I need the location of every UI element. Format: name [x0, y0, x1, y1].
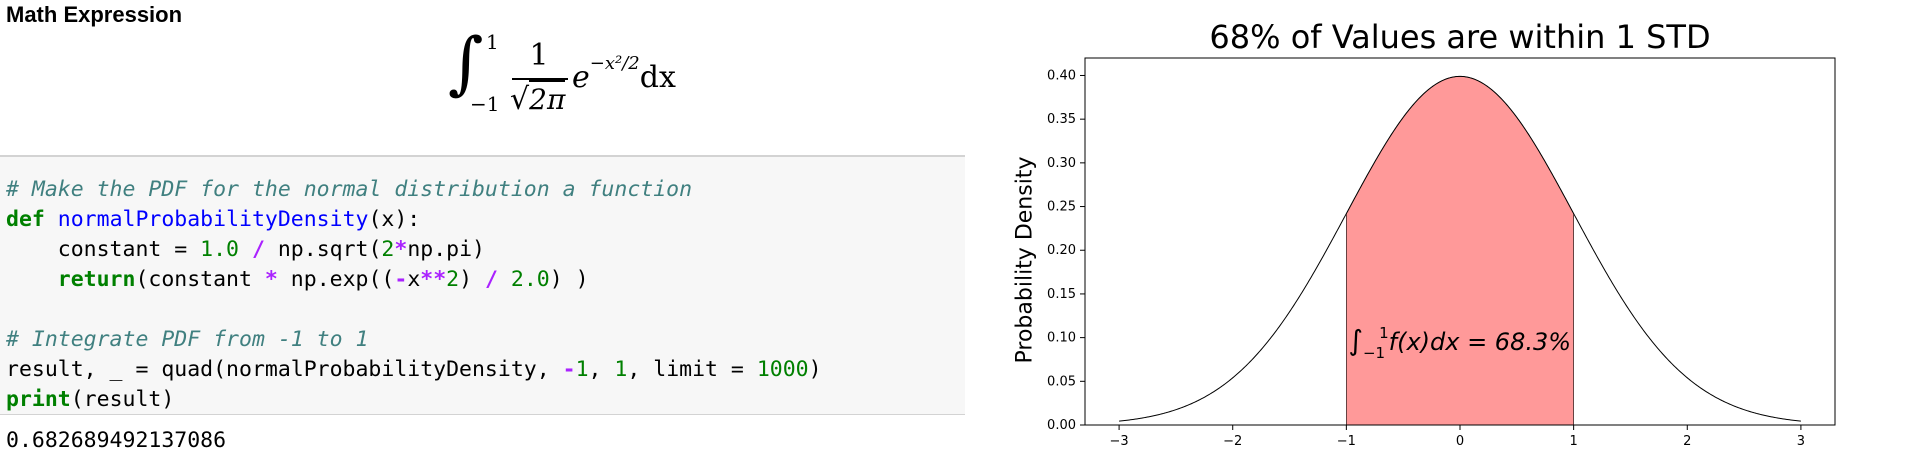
code-token: # Integrate PDF from -1 to 1 — [6, 327, 369, 352]
code-token: / — [485, 267, 498, 292]
code-token: , limit = — [627, 357, 757, 382]
code-line: def normalProbabilityDensity(x): — [6, 205, 420, 234]
radical-argument: 2π — [529, 80, 566, 116]
fraction-denominator: √2π — [510, 80, 566, 117]
code-token: 2 — [381, 237, 395, 262]
exp-exponent: −x²/2 — [589, 53, 640, 74]
code-token: np.pi) — [407, 237, 485, 262]
code-token: constant = — [6, 237, 201, 262]
code-token: np.sqrt( — [264, 237, 382, 262]
code-line: # Make the PDF for the normal distributi… — [6, 175, 692, 204]
integral-lower-limit: −1 — [470, 92, 500, 116]
notebook-panel: Math Expression ∫ 1 −1 1 √2π e−x²/2dx # … — [0, 2, 965, 453]
exponential-term: e−x²/2dx — [572, 53, 676, 95]
code-token — [6, 267, 58, 292]
code-token: * — [394, 237, 408, 262]
code-token: x — [407, 267, 421, 292]
annotation-integral: ∫ — [1348, 323, 1363, 357]
code-token: / — [251, 237, 265, 262]
code-token: 2 — [446, 267, 460, 292]
code-token: print — [6, 387, 71, 412]
code-token: # Make the PDF for the normal distributi… — [6, 177, 693, 202]
y-tick-label: 0.15 — [1047, 287, 1076, 302]
cell-output: 0.682689492137086 — [6, 428, 227, 453]
radical-sign: √ — [510, 82, 530, 117]
code-line — [6, 295, 19, 324]
x-tick-label: 0 — [1456, 434, 1464, 449]
y-tick-label: 0.05 — [1047, 374, 1076, 389]
x-tick-label: −2 — [1223, 434, 1242, 449]
code-token: - — [562, 357, 576, 382]
chart-panel: 68% of Values are within 1 STD Probabili… — [1005, 0, 1915, 459]
fraction-bar — [512, 78, 568, 80]
code-token: def — [6, 207, 45, 232]
y-tick-label: 0.35 — [1047, 112, 1076, 127]
code-token: np.exp(( — [277, 267, 395, 292]
annotation-lower: −1 — [1362, 343, 1386, 362]
exp-base: e — [572, 60, 590, 95]
code-token: (x): — [368, 207, 421, 232]
annotation-body: f(x)dx = 68.3% — [1388, 327, 1572, 356]
code-token: 2.0 — [510, 267, 550, 292]
y-tick-label: 0.40 — [1047, 68, 1076, 83]
x-tick-label: 3 — [1797, 434, 1805, 449]
code-token: 1000 — [756, 357, 809, 382]
code-token: 1 — [614, 357, 628, 382]
code-line: print(result) — [6, 385, 174, 414]
chart-title: 68% of Values are within 1 STD — [1209, 18, 1711, 56]
code-token: (constant — [135, 267, 265, 292]
math-formula: ∫ 1 −1 1 √2π e−x²/2dx — [448, 26, 688, 126]
fraction-numerator: 1 — [529, 38, 549, 73]
chart-annotation: ∫−11f(x)dx = 68.3% — [1348, 323, 1572, 362]
x-tick-label: −1 — [1337, 434, 1356, 449]
code-token: * — [264, 267, 278, 292]
code-token — [239, 237, 252, 262]
code-token: , — [588, 357, 615, 382]
code-token — [45, 207, 58, 232]
differential: dx — [639, 60, 676, 95]
code-line: constant = 1.0 / np.sqrt(2*np.pi) — [6, 235, 485, 264]
fraction: 1 √2π — [508, 38, 570, 118]
code-token: normalProbabilityDensity — [57, 207, 369, 232]
code-token: - — [394, 267, 408, 292]
x-tick-label: 1 — [1569, 434, 1577, 449]
shaded-region — [1346, 76, 1574, 426]
code-token: 1.0 — [200, 237, 240, 262]
code-line: # Integrate PDF from -1 to 1 — [6, 325, 368, 354]
x-tick-label: 2 — [1683, 434, 1691, 449]
code-token: ) — [808, 357, 822, 382]
code-token: 1 — [575, 357, 589, 382]
code-token: ) — [459, 267, 485, 292]
y-tick-label: 0.25 — [1047, 200, 1076, 215]
integral-upper-limit: 1 — [486, 30, 499, 54]
code-cell[interactable]: # Make the PDF for the normal distributi… — [0, 155, 965, 415]
code-line: return(constant * np.exp((-x**2) / 2.0) … — [6, 265, 589, 294]
integral-sign: ∫ — [448, 24, 484, 103]
code-token: (result) — [70, 387, 175, 412]
annotation-upper: 1 — [1379, 323, 1389, 342]
code-token — [498, 267, 511, 292]
pdf-curve — [1119, 75, 1801, 422]
code-token: return — [57, 267, 136, 292]
y-tick-label: 0.20 — [1047, 243, 1076, 258]
y-tick-label: 0.30 — [1047, 156, 1076, 171]
code-token: ) ) — [549, 267, 589, 292]
y-tick-label: 0.10 — [1047, 331, 1076, 346]
x-tick-label: −3 — [1110, 434, 1129, 449]
y-tick-label: 0.00 — [1047, 418, 1076, 433]
code-token: result, _ = quad(normalProbabilityDensit… — [6, 357, 563, 382]
code-line: result, _ = quad(normalProbabilityDensit… — [6, 355, 822, 384]
code-token — [6, 297, 19, 322]
chart-svg: −3 −2 −1 0 1 2 3 0.00 0.05 0.10 0.15 0.20 0.25 0.30 0.… — [1047, 57, 1836, 449]
section-heading: Math Expression — [6, 2, 183, 27]
code-token: ** — [420, 267, 447, 292]
